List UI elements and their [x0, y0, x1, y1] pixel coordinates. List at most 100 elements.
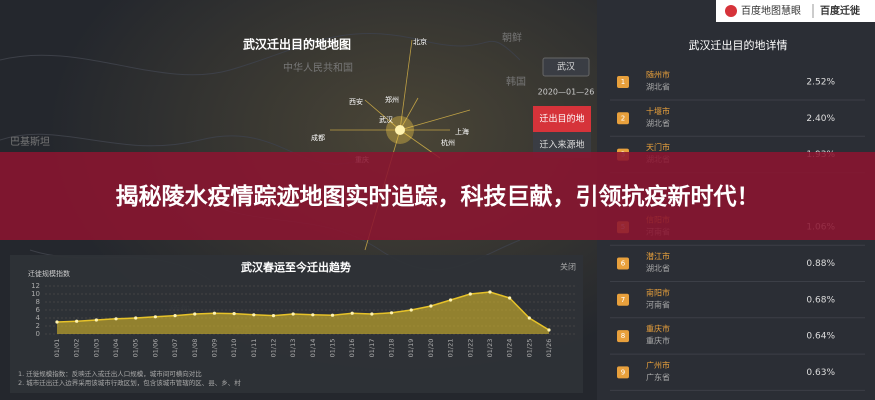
x-tick-label: 01/13: [289, 339, 297, 358]
map-label: 韩国: [506, 75, 526, 88]
x-tick-label: 01/07: [171, 339, 179, 358]
x-tick-label: 01/25: [525, 339, 533, 358]
city: 十堰市: [646, 106, 670, 116]
point: [547, 328, 551, 332]
city: 潜江市: [646, 251, 670, 261]
province: 重庆市: [646, 336, 670, 346]
rank-icon: [617, 76, 629, 88]
chart-title: 武汉春运至今迁出趋势: [241, 260, 351, 274]
point: [114, 317, 118, 321]
point: [291, 312, 295, 316]
share: 0.63%: [806, 368, 835, 378]
x-tick-label: 01/04: [112, 339, 120, 358]
x-tick-label: 01/09: [210, 339, 218, 358]
point: [173, 314, 177, 318]
map-label: 朝鲜: [502, 31, 522, 44]
x-tick-label: 01/26: [545, 339, 553, 358]
y-tick-label: 8: [36, 298, 40, 306]
map-label: 北京: [413, 37, 427, 46]
note: 1. 迁徙规模指数：反映迁入或迁出人口规模，城市间可横向对比: [18, 369, 202, 378]
x-tick-label: 01/16: [348, 339, 356, 358]
point: [449, 298, 453, 302]
header-bar: [716, 0, 875, 22]
x-tick-label: 01/02: [73, 339, 81, 358]
button-text: 迁出目的地: [539, 113, 584, 125]
x-tick-label: 01/11: [250, 339, 258, 358]
y-tick-label: 10: [31, 290, 40, 298]
button-text: 迁入来源地: [539, 139, 584, 151]
point: [232, 312, 236, 316]
button[interactable]: [533, 106, 591, 132]
banner: [0, 152, 875, 240]
city-select-text: 武汉: [557, 61, 575, 73]
line: [56, 291, 550, 331]
share: 0.88%: [806, 259, 835, 269]
x-tick-label: 01/08: [191, 339, 199, 358]
x-tick-label: 01/21: [447, 339, 455, 358]
map-label: 中华人民共和国: [283, 61, 353, 74]
city: 广州市: [646, 360, 670, 370]
point: [134, 316, 138, 320]
x-tick-label: 01/19: [407, 339, 415, 358]
province: 河南省: [646, 299, 670, 309]
map-label: 杭州: [441, 138, 455, 147]
point: [527, 316, 531, 320]
product: 百度迁徙: [820, 4, 861, 17]
province: 广东省: [646, 372, 670, 382]
city: 天门市: [646, 142, 670, 152]
map-label: 上海: [455, 127, 469, 136]
province: 湖北省: [646, 82, 670, 92]
point: [370, 312, 374, 316]
point: [508, 296, 512, 300]
y-tick-label: 12: [31, 282, 40, 290]
rank-icon: [617, 293, 629, 306]
rank-icon: [617, 257, 629, 270]
x-tick-label: 01/22: [466, 339, 474, 358]
map-label: 巴基斯坦: [10, 135, 50, 148]
share: 2.40%: [806, 114, 835, 124]
point: [252, 313, 256, 317]
x-tick-label: 01/05: [132, 339, 140, 358]
rank-icon: [617, 330, 629, 343]
point: [389, 311, 394, 315]
rank: 6: [621, 260, 626, 268]
x-tick-label: 01/10: [230, 339, 238, 358]
point: [409, 308, 413, 312]
point: [350, 311, 354, 315]
x-tick-label: 01/23: [486, 339, 494, 358]
share: 0.64%: [806, 332, 835, 342]
y-axis-label: 迁徙规模指数: [28, 269, 70, 278]
city: 重庆市: [646, 324, 670, 334]
y-tick-label: 6: [36, 306, 41, 314]
x-tick-label: 01/18: [388, 339, 396, 358]
date: 2020—01—26: [538, 88, 595, 97]
rank: 1: [621, 78, 625, 86]
note: 2. 城市迁出迁入边界采用该城市行政区划，包含该城市管辖的区、县、乡、村: [18, 378, 241, 387]
origin-dot: [395, 125, 405, 135]
x-tick-label: 01/03: [92, 339, 100, 358]
rank-icon: [617, 112, 629, 125]
rank-icon: [617, 366, 629, 379]
map-label: 西安: [349, 97, 363, 106]
close[interactable]: 关闭: [560, 262, 576, 272]
city: 南阳市: [646, 287, 670, 297]
rank: 7: [621, 296, 625, 304]
rank: 9: [621, 368, 625, 376]
y-tick-label: 4: [36, 314, 41, 322]
city-select[interactable]: [542, 57, 590, 77]
point: [488, 290, 492, 294]
point: [429, 304, 433, 308]
point: [468, 292, 472, 296]
point: [193, 312, 197, 316]
share: 2.52%: [806, 78, 835, 88]
x-tick-label: 01/24: [506, 339, 514, 358]
y-tick-label: 2: [36, 322, 40, 330]
point: [330, 313, 335, 317]
brand: 百度地图慧眼: [741, 4, 801, 17]
x-tick-label: 01/14: [309, 339, 317, 358]
map-label: 成都: [311, 133, 325, 142]
x-tick-label: 01/15: [329, 339, 337, 358]
point: [94, 318, 98, 322]
point: [153, 315, 157, 319]
